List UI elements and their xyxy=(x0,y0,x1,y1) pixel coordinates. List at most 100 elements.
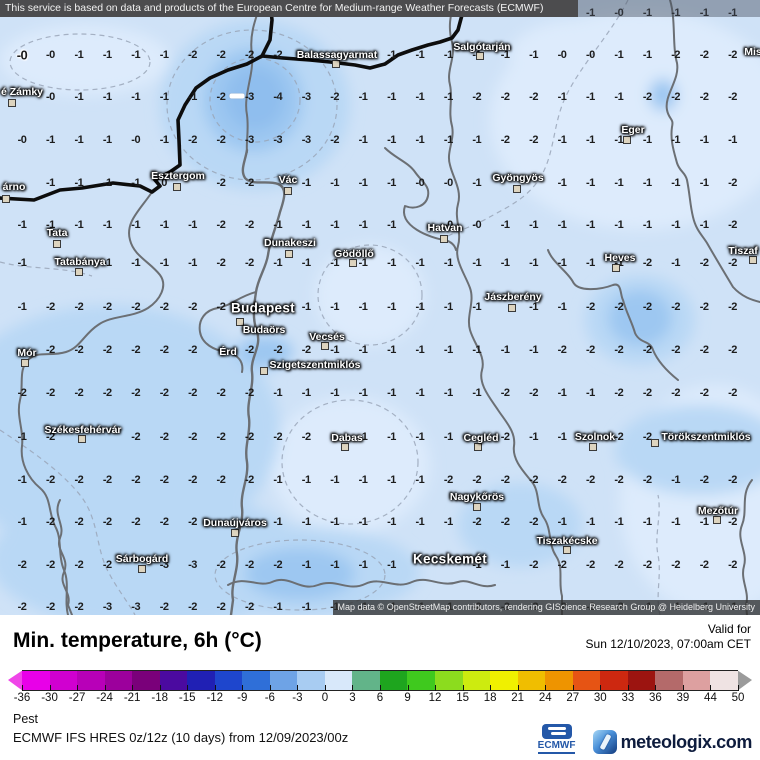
city-label: Érd xyxy=(219,346,237,358)
city-label: árno xyxy=(2,181,26,193)
temp-value: -2 xyxy=(614,559,624,571)
temp-value: -2 xyxy=(586,344,595,356)
temp-value: -1 xyxy=(387,177,396,189)
temp-value: -1 xyxy=(188,219,197,231)
scale-tick xyxy=(572,685,574,691)
temp-value: -1 xyxy=(529,219,538,231)
map-background-svg xyxy=(0,0,760,615)
temp-value: -0 xyxy=(443,219,453,231)
temp-value: -1 xyxy=(614,219,624,231)
temp-value: -1 xyxy=(472,177,482,189)
temp-value: -2 xyxy=(102,387,112,399)
city-label: Tiszaf xyxy=(728,245,758,257)
ecmwf-logo[interactable]: ECMWF xyxy=(531,724,583,754)
temp-value: -2 xyxy=(671,49,681,61)
temp-value: -1 xyxy=(387,49,396,61)
scale-segment xyxy=(22,671,50,690)
temp-value: -1 xyxy=(102,134,112,146)
temp-value: -1 xyxy=(358,344,368,356)
scale-tick xyxy=(77,685,79,691)
city-label: Vác xyxy=(278,174,298,186)
temp-value: -2 xyxy=(244,431,254,443)
meteologix-icon xyxy=(592,730,617,754)
scale-tick xyxy=(682,685,684,691)
city-label: Balassagyarmat xyxy=(296,49,378,61)
scale-tick-label: 33 xyxy=(621,692,635,704)
city-label: Szolnok xyxy=(574,431,616,443)
scale-tick xyxy=(655,685,657,691)
city-marker xyxy=(21,359,29,367)
temp-value: -1 xyxy=(131,91,141,103)
city-label: Cegléd xyxy=(463,432,499,444)
temp-value: -0 xyxy=(415,177,425,189)
temp-value: -3 xyxy=(273,134,283,146)
temp-value: -2 xyxy=(529,134,538,146)
temp-value: -2 xyxy=(614,301,624,313)
temp-value: -1 xyxy=(671,474,681,486)
city-label: Eger xyxy=(621,124,645,136)
temp-value: -1 xyxy=(102,91,112,103)
cursor-highlight xyxy=(229,93,245,99)
temp-value: -1 xyxy=(330,516,339,528)
temp-value: -1 xyxy=(387,301,396,313)
temp-value: -1 xyxy=(273,219,283,231)
temp-value: -2 xyxy=(102,559,112,571)
scale-tick xyxy=(710,685,712,691)
temp-value: -2 xyxy=(500,387,510,399)
temp-value: -2 xyxy=(699,344,709,356)
temp-value: -2 xyxy=(472,91,482,103)
temp-value: -2 xyxy=(500,431,510,443)
temp-value: -1 xyxy=(17,431,27,443)
temp-value: -1 xyxy=(529,301,538,313)
temp-value: -0 xyxy=(131,134,141,146)
temp-value: -2 xyxy=(188,387,197,399)
scale-tick-label: -27 xyxy=(68,692,86,704)
city-label: Mis xyxy=(744,46,760,58)
city-marker xyxy=(713,516,721,524)
city-marker xyxy=(231,529,239,537)
temp-value: -1 xyxy=(387,257,396,269)
scale-segment xyxy=(379,671,408,690)
temp-value: -1 xyxy=(301,257,311,269)
scale-tick-label: 6 xyxy=(376,692,384,704)
ecmwf-icon xyxy=(541,724,572,739)
temp-value: -2 xyxy=(244,344,254,356)
temp-value: -1 xyxy=(415,387,425,399)
temp-value: -1 xyxy=(358,474,368,486)
temp-value: -2 xyxy=(131,474,141,486)
temp-value: -2 xyxy=(728,257,737,269)
temp-value: -2 xyxy=(46,474,55,486)
scale-tick-label: 36 xyxy=(648,692,662,704)
temp-value: -1 xyxy=(387,431,396,443)
temp-value: -2 xyxy=(244,257,254,269)
temp-value: -2 xyxy=(642,257,652,269)
scale-tick-label: 0 xyxy=(321,692,329,704)
temp-value: -1 xyxy=(301,387,311,399)
city-marker xyxy=(78,435,86,443)
meteologix-logo[interactable]: meteologix.com xyxy=(592,730,752,754)
temp-value: -2 xyxy=(131,344,141,356)
temp-value: -1 xyxy=(586,91,595,103)
temp-value: -2 xyxy=(46,601,55,613)
valid-for-label: Valid for xyxy=(707,622,751,636)
temp-value: -2 xyxy=(244,474,254,486)
weather-map: This service is based on data and produc… xyxy=(0,0,760,615)
city-marker xyxy=(589,443,597,451)
temp-value: -1 xyxy=(131,257,141,269)
temp-value: -2 xyxy=(728,387,737,399)
service-notice: This service is based on data and produc… xyxy=(0,0,578,17)
temp-value: -1 xyxy=(642,7,652,19)
temp-value: -1 xyxy=(443,91,453,103)
temp-value: -1 xyxy=(301,516,311,528)
scale-tick-label: -15 xyxy=(178,692,196,704)
temp-value: -1 xyxy=(387,559,396,571)
temp-value: -1 xyxy=(159,257,169,269)
city-label: Tiszakécske xyxy=(536,535,598,547)
temp-value: -1 xyxy=(699,516,709,528)
temp-value: -1 xyxy=(472,301,482,313)
temp-value: -2 xyxy=(301,431,311,443)
temp-value: -1 xyxy=(529,431,538,443)
temp-value: -1 xyxy=(415,474,425,486)
temp-value: -2 xyxy=(216,474,226,486)
scale-tick xyxy=(738,685,739,691)
